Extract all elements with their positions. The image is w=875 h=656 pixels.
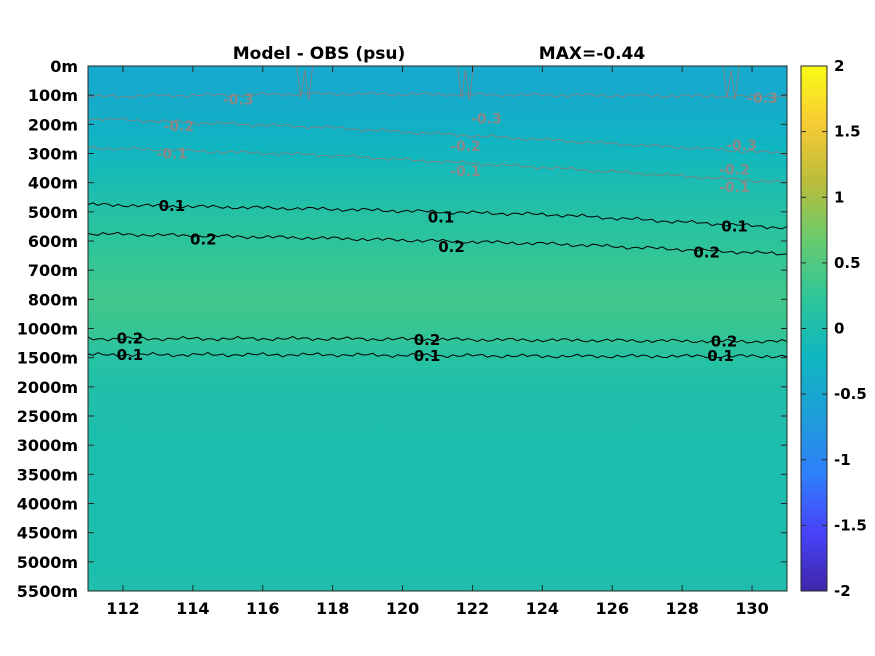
contour-label: 0.2 (438, 238, 465, 256)
y-tick-label: 300m (28, 145, 78, 164)
contour-label: -0.2 (719, 163, 750, 179)
colorbar-tick-label: 0 (834, 320, 844, 338)
chart-title: Model - OBS (psu) (233, 44, 406, 64)
contour-line (88, 231, 787, 256)
x-tick-label: 122 (456, 599, 489, 618)
y-tick-label: 200m (28, 115, 78, 134)
contour-line (88, 91, 787, 99)
y-tick-label: 4000m (17, 495, 78, 514)
contour-labels: -0.3-0.3-0.3-0.3-0.2-0.2-0.2-0.1-0.1-0.1… (117, 91, 778, 365)
contour-label: -0.3 (747, 91, 778, 107)
contour-label: -0.1 (719, 180, 750, 196)
contour-label: -0.3 (726, 138, 757, 154)
y-tick-label: 1500m (17, 349, 78, 368)
contour-label: 0.1 (117, 346, 144, 364)
colorbar: 2 1.5 1 0.5 0 -0.5 -1 -1.5 -2 (800, 57, 867, 600)
x-tick-label: 128 (665, 599, 698, 618)
contour-label: 0.2 (711, 333, 738, 351)
y-tick-label: 600m (28, 232, 78, 251)
salinity-difference-field (88, 66, 787, 591)
y-tick-label: 5000m (17, 553, 78, 572)
contour-line (88, 202, 787, 230)
colorbar-tick-label: 1 (834, 188, 844, 206)
contour-label: -0.2 (164, 119, 195, 135)
contour-label: 0.1 (721, 217, 748, 235)
y-tick-label: 0m (50, 57, 78, 76)
contour-spike (457, 66, 474, 101)
contour-label: 0.2 (693, 244, 720, 262)
contour-label: 0.2 (190, 231, 217, 249)
contour-label: -0.1 (450, 164, 481, 180)
plot-area: -0.3-0.3-0.3-0.3-0.2-0.2-0.2-0.1-0.1-0.1… (87, 65, 788, 592)
x-tick-label: 126 (596, 599, 629, 618)
x-tick-label: 118 (316, 599, 349, 618)
contour-label: -0.1 (157, 147, 188, 163)
x-tick-label: 116 (246, 599, 279, 618)
x-tick-label: 114 (176, 599, 209, 618)
y-tick-label: 700m (28, 261, 78, 280)
contour-label: -0.2 (450, 139, 481, 155)
contour-spike (296, 66, 314, 101)
contour-label: 0.1 (414, 347, 441, 365)
x-axis: 112 114 116 118 120 122 124 126 128 130 (106, 66, 769, 618)
x-tick-label: 120 (386, 599, 419, 618)
contour-label: 0.1 (159, 197, 186, 215)
x-tick-label: 130 (735, 599, 768, 618)
y-tick-label: 5500m (17, 582, 78, 601)
y-tick-label: 100m (28, 86, 78, 105)
colorbar-tick-label: 1.5 (834, 123, 861, 141)
colorbar-tick-label: 0.5 (834, 254, 861, 272)
contour-label: 0.1 (707, 347, 734, 365)
colorbar-tick-label: -0.5 (834, 385, 867, 403)
contour-label: 0.2 (117, 330, 144, 348)
y-tick-label: 2000m (17, 378, 78, 397)
contour-lines (88, 66, 787, 359)
contour-label: 0.2 (414, 331, 441, 349)
colorbar-tick-label: 2 (834, 57, 844, 75)
y-tick-label: 400m (28, 174, 78, 193)
contour-label: -0.3 (223, 93, 254, 109)
y-tick-label: 3500m (17, 465, 78, 484)
max-value-title: MAX=-0.44 (539, 44, 646, 64)
contour-spike (722, 66, 740, 101)
x-tick-label: 124 (526, 599, 559, 618)
contour-label: 0.1 (428, 209, 455, 227)
colorbar-tick-label: -2 (834, 582, 851, 600)
y-tick-label: 3000m (17, 436, 78, 455)
y-tick-label: 2500m (17, 407, 78, 426)
y-tick-label: 4500m (17, 524, 78, 543)
y-tick-label: 800m (28, 290, 78, 309)
y-axis: 0m 100m 200m 300m 400m 500m 600m 700m 800m 1000m 1… (17, 57, 787, 601)
y-tick-label: 500m (28, 203, 78, 222)
contour-label: -0.3 (471, 112, 502, 128)
colorbar-tick-label: -1 (834, 451, 851, 469)
contour-line (88, 352, 787, 359)
contour-line (88, 145, 787, 184)
colorbar-tick-label: -1.5 (834, 516, 867, 534)
contour-line (88, 336, 787, 344)
colorbar-ticks: 2 1.5 1 0.5 0 -0.5 -1 -1.5 -2 (801, 57, 867, 600)
x-tick-label: 112 (106, 599, 139, 618)
contour-line (88, 117, 787, 156)
y-tick-label: 1000m (17, 320, 78, 339)
